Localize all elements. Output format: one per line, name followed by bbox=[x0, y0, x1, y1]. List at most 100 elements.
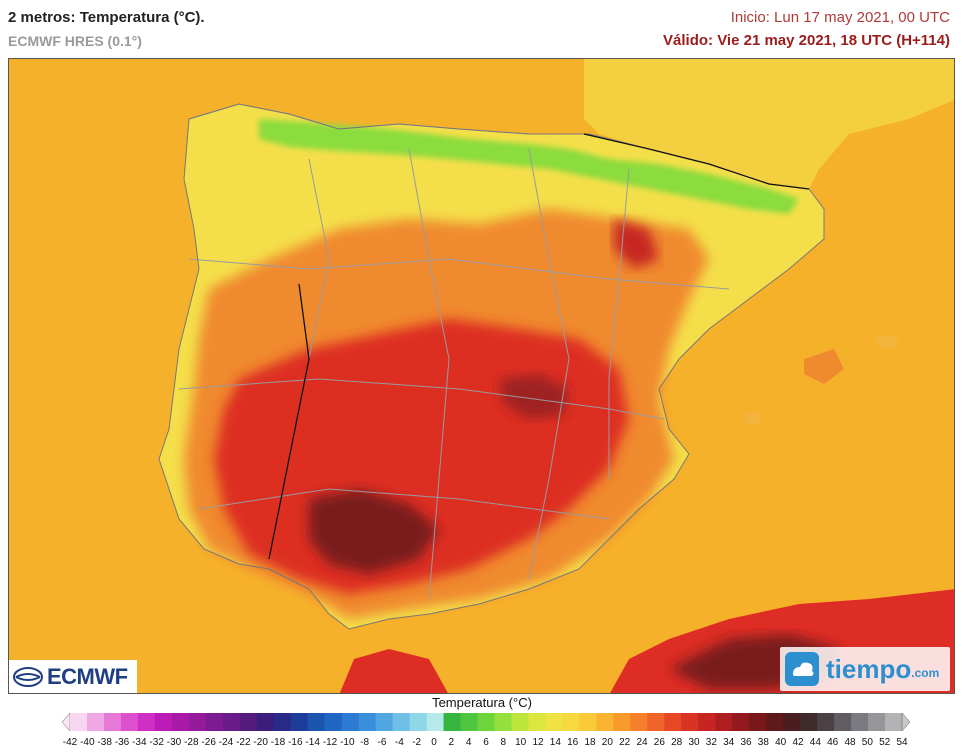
colorbar-tick-label: -26 bbox=[201, 737, 216, 748]
colorbar-tick-label: 28 bbox=[671, 737, 683, 748]
colorbar-tick-label: -6 bbox=[377, 737, 387, 748]
colorbar-tick-label: 34 bbox=[723, 737, 735, 748]
ecmwf-logo-text: ECMWF bbox=[47, 663, 128, 689]
colorbar-swatch bbox=[426, 713, 445, 731]
colorbar-tick-label: 4 bbox=[465, 737, 472, 748]
colorbar-swatch bbox=[324, 713, 343, 731]
menorca-island bbox=[874, 334, 899, 349]
colorbar-tick-label: 38 bbox=[757, 737, 769, 748]
init-time: Inicio: Lun 17 may 2021, 00 UTC bbox=[730, 9, 950, 26]
colorbar-tick-label: -18 bbox=[270, 737, 286, 748]
colorbar-swatch bbox=[375, 713, 394, 731]
color-scale-ticks: -42 -40 -38 -36 -34 -32 -30 -28 -26 -24 -22 -20 -18-… bbox=[63, 737, 908, 751]
mallorca-island bbox=[804, 349, 844, 384]
colorbar-swatch bbox=[86, 713, 105, 731]
colorbar-swatch bbox=[749, 713, 767, 731]
colorbar-tick-label: -20 bbox=[253, 737, 268, 748]
colorbar-swatch bbox=[868, 713, 886, 731]
color-scale-bar bbox=[62, 713, 910, 731]
tiempo-logo[interactable]: tiempo .com bbox=[780, 647, 950, 691]
colorbar-swatch bbox=[358, 713, 377, 731]
colorbar-tick-label: 24 bbox=[636, 737, 648, 748]
temperature-map[interactable]: ECMWF tiempo .com bbox=[8, 58, 955, 694]
colorbar-swatch bbox=[596, 713, 614, 731]
colorbar-tick-label: 22 bbox=[619, 737, 631, 748]
colorbar-swatch bbox=[290, 713, 309, 731]
colorbar-swatch bbox=[783, 713, 801, 731]
colorbar-swatch bbox=[647, 713, 665, 731]
hot-spot-center bbox=[499, 374, 569, 419]
colorbar-tick-label: 12 bbox=[532, 737, 544, 748]
colorbar-swatch bbox=[171, 713, 190, 731]
colorbar-tick-label: 42 bbox=[792, 737, 804, 748]
colorbar-tick-label: -10 bbox=[340, 737, 355, 748]
valid-time: Válido: Vie 21 may 2021, 18 UTC (H+114) bbox=[663, 32, 950, 49]
colorbar-tick-label: 18 bbox=[584, 737, 596, 748]
colorbar-swatch bbox=[732, 713, 750, 731]
colorbar-tick-label: -12 bbox=[322, 737, 338, 748]
colorbar-swatch bbox=[681, 713, 699, 731]
colorbar-swatch bbox=[851, 713, 869, 731]
colorbar-tick-label: 54 bbox=[896, 737, 908, 748]
colorbar-swatch bbox=[885, 713, 903, 731]
colorbar-tick-label: 0 bbox=[431, 737, 437, 748]
colorbar-swatch bbox=[766, 713, 784, 731]
colorbar-tick-label: -22 bbox=[236, 737, 251, 748]
colorbar-swatch bbox=[443, 713, 462, 731]
model-name: ECMWF HRES (0.1°) bbox=[8, 33, 142, 49]
colorbar-swatch bbox=[817, 713, 835, 731]
ecmwf-logo: ECMWF bbox=[9, 660, 137, 693]
colorbar-swatch bbox=[273, 713, 292, 731]
colorbar-tick-label: 36 bbox=[740, 737, 752, 748]
hot-spot-ebro bbox=[614, 219, 659, 269]
colorbar-tick-label: 10 bbox=[515, 737, 527, 748]
colorbar-tick-label: 30 bbox=[688, 737, 700, 748]
colorbar-swatch bbox=[103, 713, 122, 731]
colorbar-tick-label: 26 bbox=[653, 737, 665, 748]
colorbar-tick-label: -4 bbox=[394, 737, 404, 748]
colorbar-tick-label: -34 bbox=[132, 737, 147, 748]
cantabrian-highlands bbox=[259, 119, 799, 214]
colorbar-tick-label: 14 bbox=[549, 737, 561, 748]
colorbar-swatch bbox=[188, 713, 207, 731]
colorbar-swatch bbox=[239, 713, 258, 731]
colorbar-swatch bbox=[154, 713, 173, 731]
colorbar-max-arrow bbox=[901, 713, 910, 731]
colorbar-swatch bbox=[137, 713, 156, 731]
colorbar-swatch bbox=[307, 713, 326, 731]
colorbar-tick-label: -38 bbox=[97, 737, 112, 748]
legend-title: Temperatura (°C) bbox=[432, 695, 532, 710]
colorbar-swatch bbox=[341, 713, 360, 731]
colorbar-swatch bbox=[494, 713, 512, 731]
colorbar-tick-label: 2 bbox=[448, 737, 455, 748]
colorbar-swatch bbox=[562, 713, 580, 731]
france-land bbox=[584, 59, 954, 189]
colorbar-tick-label: -40 bbox=[80, 737, 95, 748]
colorbar-swatch bbox=[222, 713, 241, 731]
colorbar-tick-label: 6 bbox=[483, 737, 489, 748]
spain-portugal-border bbox=[268, 283, 310, 560]
colorbar-min-arrow bbox=[62, 713, 71, 731]
colorbar-swatch bbox=[392, 713, 411, 731]
colorbar-tick-label: -42 bbox=[62, 737, 78, 748]
colorbar-swatch bbox=[800, 713, 818, 731]
ibiza-island bbox=[744, 411, 761, 425]
tiempo-logo-text: tiempo bbox=[826, 653, 912, 684]
colorbar-tick-label: -28 bbox=[184, 737, 199, 748]
colorbar-tick-label: -24 bbox=[218, 737, 234, 748]
colorbar-tick-label: 20 bbox=[601, 737, 613, 748]
tiempo-logo-suffix: .com bbox=[911, 666, 940, 680]
france-spain-border bbox=[583, 133, 810, 190]
colorbar-tick-label: -2 bbox=[412, 737, 422, 748]
tiempo-cloud-icon bbox=[785, 652, 819, 686]
colorbar-tick-label: -36 bbox=[114, 737, 130, 748]
colorbar-swatch bbox=[698, 713, 716, 731]
colorbar-tick-label: -8 bbox=[360, 737, 370, 748]
colorbar-tick-label: -16 bbox=[288, 737, 303, 748]
colorbar-swatch bbox=[409, 713, 428, 731]
colorbar-swatch bbox=[613, 713, 631, 731]
ecmwf-globe-icon bbox=[13, 666, 43, 687]
colorbar-tick-label: -14 bbox=[305, 737, 320, 748]
colorbar-swatch bbox=[579, 713, 597, 731]
colorbar-swatch bbox=[630, 713, 648, 731]
